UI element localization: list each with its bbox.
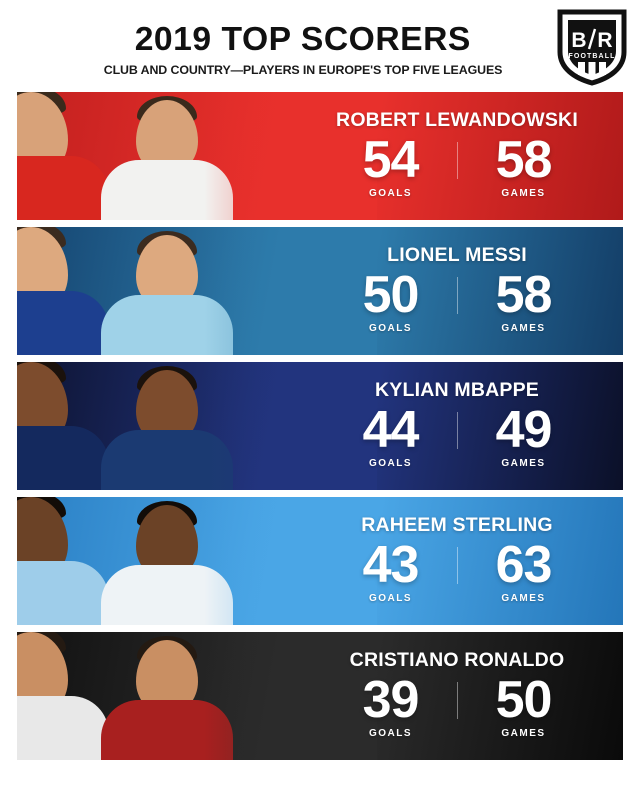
games-stat: 58 GAMES xyxy=(462,265,586,335)
goals-label: GOALS xyxy=(368,593,413,605)
player-photos xyxy=(17,632,347,760)
stat-row: 50 GOALS 58 GAMES xyxy=(329,265,586,335)
goals-stat: 54 GOALS xyxy=(329,130,453,200)
goals-value: 43 xyxy=(362,535,420,594)
stat-divider xyxy=(456,546,458,585)
header: 2019 TOP SCORERS CLUB AND COUNTRY—PLAYER… xyxy=(0,0,640,92)
games-stat: 58 GAMES xyxy=(462,130,586,200)
player-name: LIONEL MESSI xyxy=(387,243,527,266)
torso-shape xyxy=(17,426,109,490)
torso-shape xyxy=(101,160,233,220)
player-stats: CRISTIANO RONALDO 39 GOALS 50 GAMES xyxy=(307,632,607,760)
player-photos xyxy=(17,497,347,625)
player-stats: RAHEEM STERLING 43 GOALS 63 GAMES xyxy=(307,497,607,625)
torso-shape xyxy=(101,295,233,355)
goals-stat: 44 GOALS xyxy=(329,400,453,470)
player-stats: KYLIAN MBAPPE 44 GOALS 49 GAMES xyxy=(307,362,607,490)
svg-text:R: R xyxy=(597,29,612,52)
torso-shape xyxy=(17,696,109,760)
player-name: ROBERT LEWANDOWSKI xyxy=(336,108,578,131)
player-photos xyxy=(17,92,347,220)
goals-stat: 39 GOALS xyxy=(329,670,453,740)
svg-text:FOOTBALL: FOOTBALL xyxy=(569,53,616,60)
stat-divider xyxy=(456,276,458,315)
games-value: 63 xyxy=(495,535,553,594)
player-card[interactable]: ROBERT LEWANDOWSKI 54 GOALS 58 GAMES xyxy=(17,92,623,220)
stat-divider xyxy=(456,411,458,450)
player-card-list: ROBERT LEWANDOWSKI 54 GOALS 58 GAMES xyxy=(17,92,623,767)
player-stats: ROBERT LEWANDOWSKI 54 GOALS 58 GAMES xyxy=(307,92,607,220)
torso-shape xyxy=(17,156,109,220)
player-photos xyxy=(17,362,347,490)
goals-label: GOALS xyxy=(368,458,413,470)
player-card[interactable]: CRISTIANO RONALDO 39 GOALS 50 GAMES xyxy=(17,632,623,760)
goals-label: GOALS xyxy=(368,188,413,200)
games-value: 50 xyxy=(495,670,553,729)
goals-stat: 43 GOALS xyxy=(329,535,453,605)
torso-shape xyxy=(101,700,233,760)
stat-divider xyxy=(456,141,458,180)
games-value: 49 xyxy=(495,400,553,459)
svg-text:B: B xyxy=(571,29,586,52)
header-text-block: 2019 TOP SCORERS CLUB AND COUNTRY—PLAYER… xyxy=(20,16,620,77)
stat-row: 54 GOALS 58 GAMES xyxy=(329,130,586,200)
br-football-logo-icon: B R FOOTBALL xyxy=(556,8,628,86)
goals-value: 54 xyxy=(362,130,420,189)
stat-row: 39 GOALS 50 GAMES xyxy=(329,670,586,740)
games-label: GAMES xyxy=(501,593,546,605)
goals-value: 50 xyxy=(362,265,420,324)
games-label: GAMES xyxy=(501,458,546,470)
page-title: 2019 TOP SCORERS xyxy=(134,19,472,57)
games-value: 58 xyxy=(495,265,553,324)
stat-row: 44 GOALS 49 GAMES xyxy=(329,400,586,470)
player-card[interactable]: KYLIAN MBAPPE 44 GOALS 49 GAMES xyxy=(17,362,623,490)
torso-shape xyxy=(17,291,109,355)
games-stat: 49 GAMES xyxy=(462,400,586,470)
games-value: 58 xyxy=(495,130,553,189)
player-card[interactable]: LIONEL MESSI 50 GOALS 58 GAMES xyxy=(17,227,623,355)
player-name: RAHEEM STERLING xyxy=(361,513,553,536)
goals-value: 39 xyxy=(362,670,420,729)
torso-shape xyxy=(101,565,233,625)
stat-divider xyxy=(456,681,458,720)
games-stat: 50 GAMES xyxy=(462,670,586,740)
goals-label: GOALS xyxy=(368,728,413,740)
goals-stat: 50 GOALS xyxy=(329,265,453,335)
player-name: KYLIAN MBAPPE xyxy=(374,378,540,401)
player-name: CRISTIANO RONALDO xyxy=(349,648,565,671)
page-subtitle: CLUB AND COUNTRY—PLAYERS IN EUROPE'S TOP… xyxy=(103,62,503,77)
player-stats: LIONEL MESSI 50 GOALS 58 GAMES xyxy=(307,227,607,355)
stat-row: 43 GOALS 63 GAMES xyxy=(329,535,586,605)
goals-value: 44 xyxy=(362,400,420,459)
games-label: GAMES xyxy=(501,188,546,200)
torso-shape xyxy=(17,561,109,625)
goals-label: GOALS xyxy=(368,323,413,335)
games-stat: 63 GAMES xyxy=(462,535,586,605)
torso-shape xyxy=(101,430,233,490)
games-label: GAMES xyxy=(501,323,546,335)
games-label: GAMES xyxy=(501,728,546,740)
player-photos xyxy=(17,227,347,355)
player-card[interactable]: RAHEEM STERLING 43 GOALS 63 GAMES xyxy=(17,497,623,625)
